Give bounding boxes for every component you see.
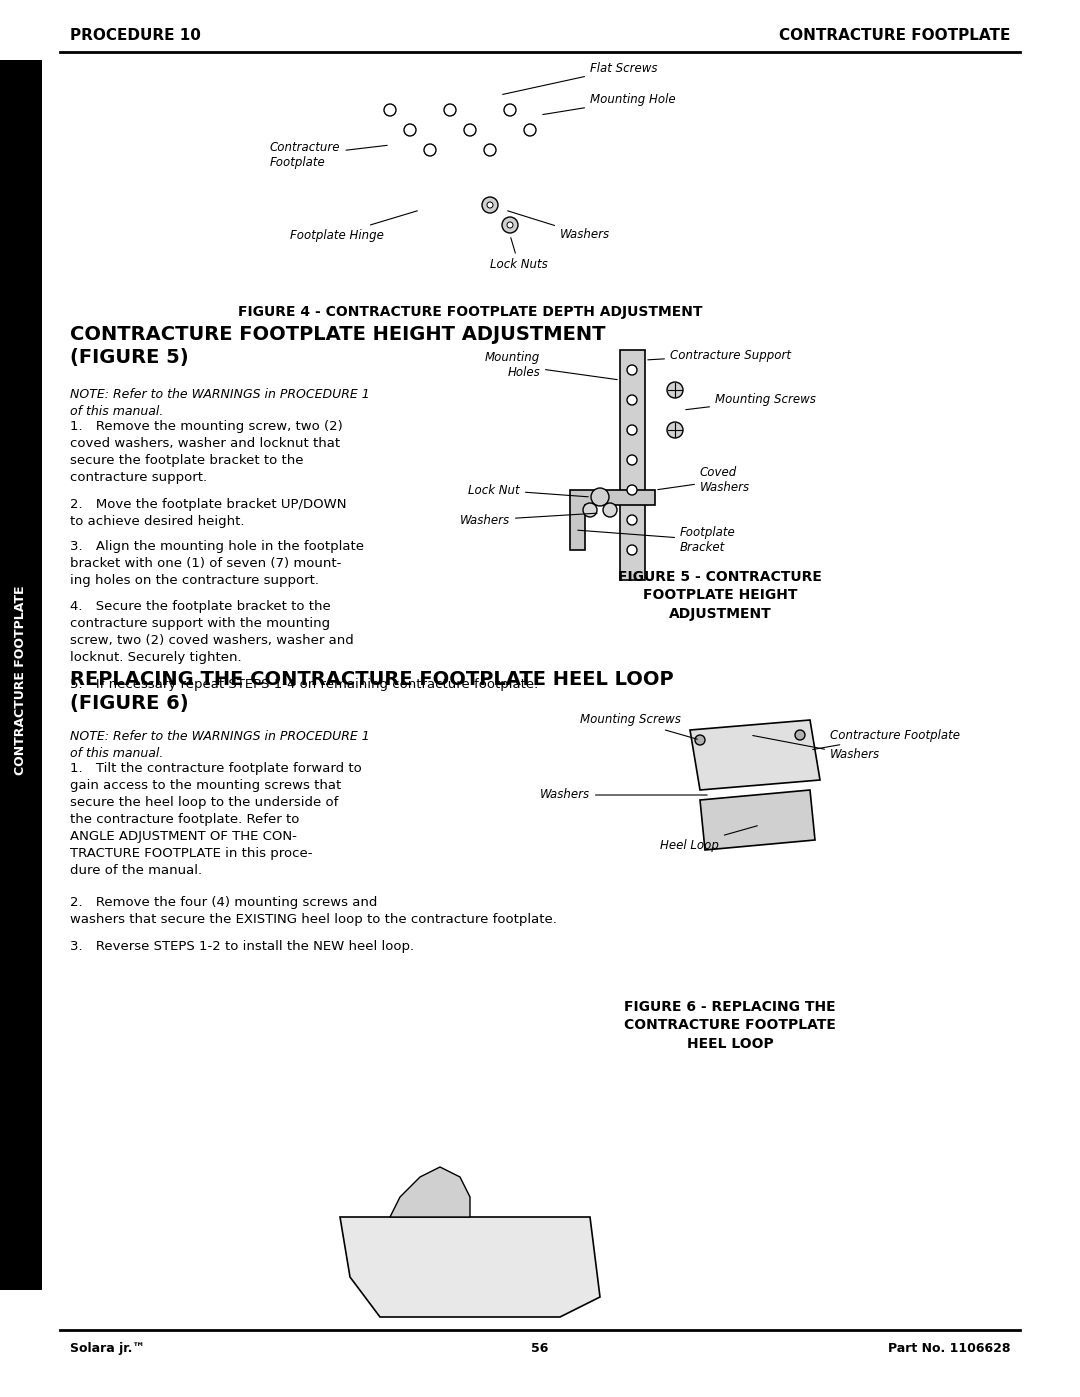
Polygon shape (690, 719, 820, 789)
Text: 3. Reverse STEPS 1-2 to install the NEW heel loop.: 3. Reverse STEPS 1-2 to install the NEW … (70, 940, 414, 953)
Circle shape (627, 395, 637, 405)
Text: FIGURE 5 - CONTRACTURE
FOOTPLATE HEIGHT
ADJUSTMENT: FIGURE 5 - CONTRACTURE FOOTPLATE HEIGHT … (618, 570, 822, 620)
Text: Washers: Washers (540, 788, 707, 802)
Circle shape (504, 103, 516, 116)
Circle shape (502, 217, 518, 233)
Text: Contracture
Footplate: Contracture Footplate (270, 141, 388, 169)
Circle shape (603, 503, 617, 517)
Circle shape (696, 735, 705, 745)
Text: 4. Secure the footplate bracket to the
contracture support with the mounting
scr: 4. Secure the footplate bracket to the c… (70, 599, 354, 664)
Circle shape (627, 545, 637, 555)
Text: 5. If necessary repeat STEPS 1-4 on remaining contracture footplate.: 5. If necessary repeat STEPS 1-4 on rema… (70, 678, 538, 692)
Circle shape (404, 124, 416, 136)
Polygon shape (700, 789, 815, 849)
Circle shape (384, 103, 396, 116)
Text: CONTRACTURE FOOTPLATE: CONTRACTURE FOOTPLATE (14, 585, 27, 775)
Circle shape (484, 144, 496, 156)
Text: Flat Screws: Flat Screws (502, 61, 658, 95)
Text: NOTE: Refer to the WARNINGS in PROCEDURE 1
of this manual.: NOTE: Refer to the WARNINGS in PROCEDURE… (70, 731, 369, 760)
Text: Mounting Screws: Mounting Screws (580, 714, 698, 739)
FancyBboxPatch shape (0, 60, 42, 1289)
Text: Footplate
Bracket: Footplate Bracket (578, 527, 735, 555)
Circle shape (482, 197, 498, 212)
Text: 56: 56 (531, 1343, 549, 1355)
Polygon shape (340, 1217, 600, 1317)
Circle shape (627, 365, 637, 374)
Text: Lock Nut: Lock Nut (469, 483, 589, 497)
Text: 1. Tilt the contracture footplate forward to
gain access to the mounting screws : 1. Tilt the contracture footplate forwar… (70, 761, 362, 877)
Circle shape (524, 124, 536, 136)
Circle shape (444, 103, 456, 116)
Text: Mounting Screws: Mounting Screws (686, 394, 815, 409)
Text: FIGURE 6 - REPLACING THE
CONTRACTURE FOOTPLATE
HEEL LOOP: FIGURE 6 - REPLACING THE CONTRACTURE FOO… (624, 1000, 836, 1051)
Text: Lock Nuts: Lock Nuts (490, 237, 548, 271)
Circle shape (627, 485, 637, 495)
Text: Washers: Washers (508, 211, 610, 242)
Polygon shape (390, 1166, 470, 1217)
Text: Contracture Footplate: Contracture Footplate (813, 728, 960, 750)
Circle shape (667, 381, 683, 398)
Text: CONTRACTURE FOOTPLATE: CONTRACTURE FOOTPLATE (779, 28, 1010, 43)
Circle shape (487, 203, 492, 208)
Circle shape (795, 731, 805, 740)
Polygon shape (570, 490, 654, 550)
Circle shape (667, 422, 683, 439)
Text: PROCEDURE 10: PROCEDURE 10 (70, 28, 201, 43)
Text: Washers: Washers (753, 735, 880, 761)
Circle shape (627, 455, 637, 465)
Text: Mounting
Holes: Mounting Holes (485, 351, 618, 380)
Circle shape (507, 222, 513, 228)
Text: NOTE: Refer to the WARNINGS in PROCEDURE 1
of this manual.: NOTE: Refer to the WARNINGS in PROCEDURE… (70, 388, 369, 418)
Text: 2. Remove the four (4) mounting screws and
washers that secure the EXISTING heel: 2. Remove the four (4) mounting screws a… (70, 895, 557, 926)
Circle shape (591, 488, 609, 506)
Text: Solara jr.™: Solara jr.™ (70, 1343, 145, 1355)
Circle shape (464, 124, 476, 136)
Circle shape (424, 144, 436, 156)
Text: Washers: Washers (460, 513, 597, 527)
Text: Contracture Support: Contracture Support (648, 348, 791, 362)
Text: CONTRACTURE FOOTPLATE HEIGHT ADJUSTMENT
(FIGURE 5): CONTRACTURE FOOTPLATE HEIGHT ADJUSTMENT … (70, 326, 606, 367)
Text: 3. Align the mounting hole in the footplate
bracket with one (1) of seven (7) mo: 3. Align the mounting hole in the footpl… (70, 541, 364, 587)
Circle shape (583, 503, 597, 517)
Text: 1. Remove the mounting screw, two (2)
coved washers, washer and locknut that
sec: 1. Remove the mounting screw, two (2) co… (70, 420, 342, 483)
Text: Heel Loop: Heel Loop (660, 826, 757, 852)
Text: REPLACING THE CONTRACTURE FOOTPLATE HEEL LOOP
(FIGURE 6): REPLACING THE CONTRACTURE FOOTPLATE HEEL… (70, 671, 674, 712)
Circle shape (627, 425, 637, 434)
Text: FIGURE 4 - CONTRACTURE FOOTPLATE DEPTH ADJUSTMENT: FIGURE 4 - CONTRACTURE FOOTPLATE DEPTH A… (238, 305, 702, 319)
Circle shape (627, 515, 637, 525)
Text: Coved
Washers: Coved Washers (658, 467, 751, 495)
Text: Part No. 1106628: Part No. 1106628 (888, 1343, 1010, 1355)
Text: Mounting Hole: Mounting Hole (543, 94, 676, 115)
Text: 2. Move the footplate bracket UP/DOWN
to achieve desired height.: 2. Move the footplate bracket UP/DOWN to… (70, 497, 347, 528)
FancyBboxPatch shape (620, 351, 645, 580)
Text: Footplate Hinge: Footplate Hinge (291, 211, 417, 242)
